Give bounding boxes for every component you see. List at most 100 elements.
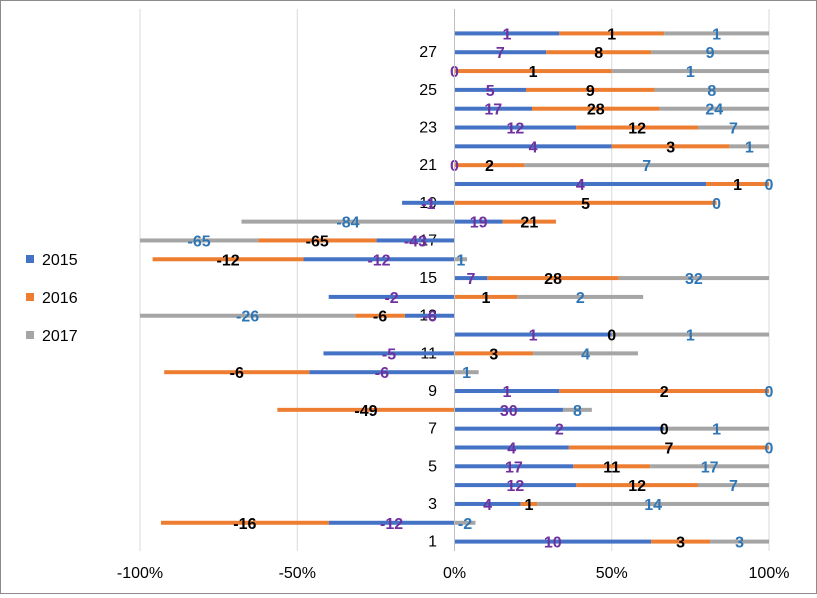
- y-tick-label: 25: [419, 82, 437, 99]
- data-label: 1: [529, 64, 538, 81]
- x-tick-label: 0%: [443, 565, 466, 582]
- data-label: 1: [733, 177, 742, 194]
- data-label: 12: [628, 478, 646, 495]
- data-label: 0: [607, 328, 616, 345]
- data-label: 1: [745, 139, 754, 156]
- data-label: 12: [506, 478, 524, 495]
- data-label: -5: [382, 346, 396, 363]
- data-label: 10: [544, 535, 562, 552]
- data-label: 2: [555, 422, 564, 439]
- data-label: 1: [686, 64, 695, 81]
- data-label: 0: [765, 440, 774, 457]
- y-tick-label: 5: [428, 458, 437, 475]
- data-label: 2: [576, 290, 585, 307]
- data-label: 4: [576, 177, 585, 194]
- x-tick-label: 50%: [596, 565, 628, 582]
- data-label: -2: [384, 290, 398, 307]
- data-label: -1: [421, 196, 435, 213]
- data-label: 30: [500, 403, 518, 420]
- data-label: 7: [729, 478, 738, 495]
- data-label: 5: [486, 83, 495, 100]
- legend-swatch-2016: [26, 293, 34, 301]
- data-label: 17: [505, 459, 523, 476]
- data-label: 17: [701, 459, 719, 476]
- data-label: 9: [586, 83, 595, 100]
- legend-swatch-2015: [26, 255, 34, 263]
- data-label: -65: [306, 233, 329, 250]
- data-label: 1: [712, 26, 721, 43]
- x-tick-label: 100%: [749, 565, 790, 582]
- data-label: 7: [466, 271, 475, 288]
- data-label: 32: [685, 271, 703, 288]
- data-label: 5: [581, 196, 590, 213]
- data-label: 19: [470, 215, 488, 232]
- legend-label: 2015: [42, 252, 78, 269]
- data-label: 28: [544, 271, 562, 288]
- data-label: -6: [373, 309, 387, 326]
- data-label: 8: [707, 83, 716, 100]
- data-label: 0: [765, 384, 774, 401]
- data-label: 28: [587, 102, 605, 119]
- data-label: 1: [607, 26, 616, 43]
- data-label: 7: [642, 158, 651, 175]
- data-label: -2: [458, 516, 472, 533]
- data-label: 14: [644, 497, 662, 514]
- data-label: -43: [404, 233, 427, 250]
- y-tick-label: 1: [428, 534, 437, 551]
- data-label: 2: [485, 158, 494, 175]
- y-tick-label: 9: [428, 383, 437, 400]
- data-label: -16: [233, 516, 256, 533]
- data-label: 0: [660, 422, 669, 439]
- data-label: 11: [603, 459, 620, 476]
- data-label: 3: [666, 139, 675, 156]
- data-label: 24: [705, 102, 723, 119]
- data-label: -12: [216, 252, 239, 269]
- data-label: 4: [581, 346, 590, 363]
- data-label: 1: [456, 252, 465, 269]
- data-label: 9: [706, 45, 715, 62]
- data-label: 0: [765, 177, 774, 194]
- data-label: -6: [423, 309, 437, 326]
- data-label: 1: [502, 26, 511, 43]
- data-label: 8: [594, 45, 603, 62]
- y-tick-label: 3: [428, 496, 437, 513]
- legend-swatch-2017: [26, 331, 34, 339]
- data-label: -49: [354, 403, 377, 420]
- data-label: 2: [660, 384, 669, 401]
- data-label: 1: [502, 384, 511, 401]
- legend-label: 2016: [42, 290, 78, 307]
- y-tick-label: 7: [428, 421, 437, 438]
- x-tick-label: -100%: [117, 565, 163, 582]
- data-label: -12: [367, 252, 390, 269]
- data-label: 1: [525, 497, 534, 514]
- data-label: -6: [230, 365, 244, 382]
- data-label: 4: [507, 440, 516, 457]
- data-label: -6: [375, 365, 389, 382]
- data-label: 1: [529, 328, 538, 345]
- data-label: 12: [506, 121, 524, 138]
- data-label: 17: [484, 102, 502, 119]
- y-tick-label: 23: [419, 120, 437, 137]
- y-tick-label: 27: [419, 44, 437, 61]
- data-label: -84: [336, 215, 359, 232]
- data-label: 4: [483, 497, 492, 514]
- data-label: 3: [676, 535, 685, 552]
- data-label: 7: [664, 440, 673, 457]
- data-label: 0: [712, 196, 721, 213]
- data-label: -12: [380, 516, 403, 533]
- data-label: 1: [481, 290, 490, 307]
- data-label: 1: [712, 422, 721, 439]
- data-label: 3: [489, 346, 498, 363]
- data-label: 4: [529, 139, 538, 156]
- legend-label: 2017: [42, 328, 78, 345]
- data-label: 7: [729, 121, 738, 138]
- x-tick-label: -50%: [279, 565, 316, 582]
- data-label: 3: [735, 535, 744, 552]
- data-label: 1: [462, 365, 471, 382]
- data-label: 21: [520, 215, 538, 232]
- y-tick-label: 21: [419, 157, 437, 174]
- data-label: -26: [236, 309, 259, 326]
- data-label: 7: [496, 45, 505, 62]
- y-tick-label: 15: [419, 270, 437, 287]
